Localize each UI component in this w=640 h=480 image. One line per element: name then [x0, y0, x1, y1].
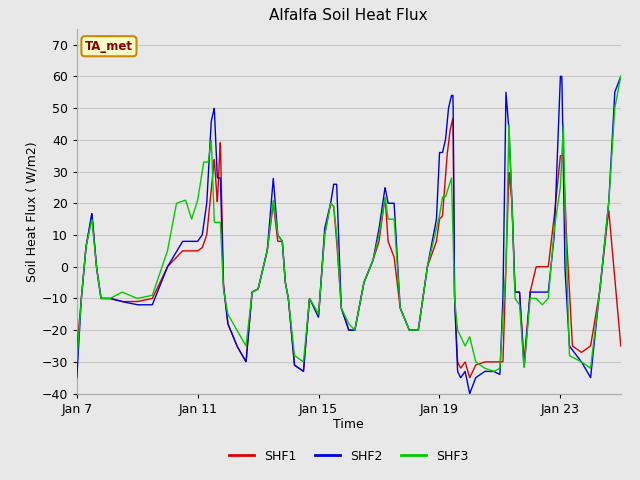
SHF2 — [323, 216, 331, 222]
Title: Alfalfa Soil Heat Flux: Alfalfa Soil Heat Flux — [269, 9, 428, 24]
SHF1 — [73, 346, 81, 352]
SHF3 — [490, 369, 497, 374]
SHF3 — [617, 73, 625, 79]
SHF2 — [617, 73, 625, 79]
SHF3 — [602, 234, 609, 240]
SHF3 — [323, 220, 331, 226]
SHF2 — [602, 231, 609, 237]
SHF3 — [100, 296, 108, 301]
Y-axis label: Soil Heat Flux ( W/m2): Soil Heat Flux ( W/m2) — [26, 141, 38, 281]
SHF1 — [602, 238, 609, 244]
SHF1 — [449, 116, 457, 121]
SHF1 — [617, 343, 625, 349]
SHF1 — [337, 305, 345, 311]
SHF3 — [502, 272, 509, 278]
SHF2 — [466, 391, 474, 396]
SHF1 — [100, 296, 108, 301]
SHF2 — [502, 126, 509, 132]
SHF2 — [337, 305, 345, 311]
SHF1 — [323, 220, 331, 226]
SHF3 — [337, 305, 345, 311]
Line: SHF1: SHF1 — [77, 119, 621, 378]
SHF3 — [73, 359, 81, 365]
Line: SHF3: SHF3 — [77, 76, 621, 372]
SHF2 — [100, 296, 108, 301]
Text: TA_met: TA_met — [85, 40, 133, 53]
SHF2 — [602, 234, 609, 240]
Legend: SHF1, SHF2, SHF3: SHF1, SHF2, SHF3 — [224, 444, 474, 468]
SHF1 — [466, 375, 474, 381]
SHF2 — [73, 375, 81, 381]
SHF1 — [502, 272, 509, 278]
SHF2 — [557, 73, 564, 79]
SHF3 — [601, 237, 609, 242]
X-axis label: Time: Time — [333, 419, 364, 432]
SHF1 — [602, 235, 609, 241]
Line: SHF2: SHF2 — [77, 76, 621, 394]
